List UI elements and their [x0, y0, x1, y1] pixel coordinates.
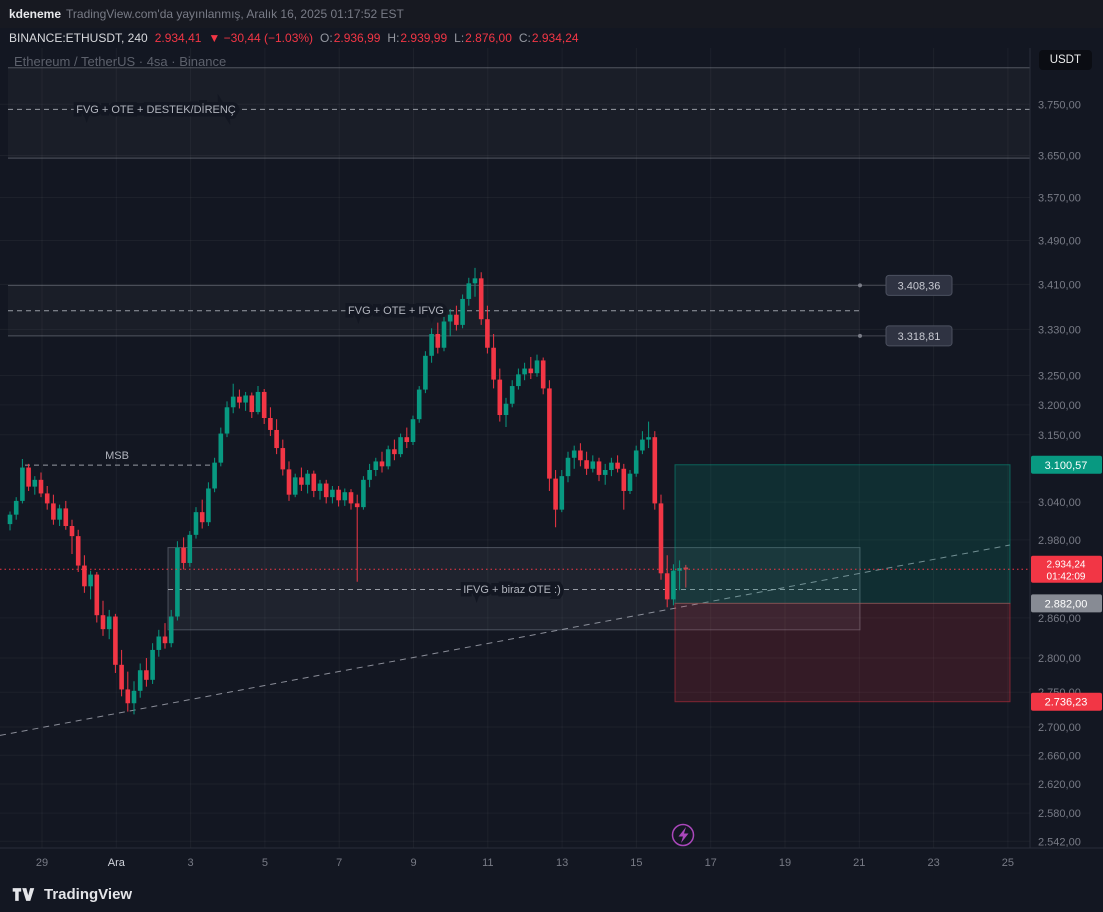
svg-text:3.100,57: 3.100,57 [1045, 460, 1088, 472]
svg-text:2.542,00: 2.542,00 [1038, 836, 1081, 848]
svg-text:15: 15 [630, 857, 642, 869]
lightning-icon[interactable] [671, 823, 695, 847]
fvg-ote-destek-direnc-zone[interactable]: FVG + OTE + DESTEK/DİRENÇ [8, 67, 1030, 159]
price-chart[interactable]: FVG + OTE + DESTEK/DİRENÇ FVG + OTE + IFV… [0, 48, 1103, 876]
svg-text:5: 5 [262, 857, 268, 869]
svg-text:23: 23 [927, 857, 939, 869]
svg-text:2.580,00: 2.580,00 [1038, 808, 1081, 820]
svg-text:7: 7 [336, 857, 342, 869]
price-change: ▼ −30,44 (−1.03%) [208, 31, 314, 45]
svg-text:3.150,00: 3.150,00 [1038, 430, 1081, 442]
long-position-tool[interactable] [674, 464, 1011, 703]
svg-text:2.800,00: 2.800,00 [1038, 653, 1081, 665]
published-bar: kdeneme TradingView.com'da yayınlanmış, … [0, 0, 1103, 28]
footer-bar: TradingView [0, 876, 1103, 912]
tradingview-wordmark[interactable]: TradingView [44, 885, 133, 903]
msb-line[interactable]: MSB [25, 450, 210, 466]
svg-text:3.650,00: 3.650,00 [1038, 151, 1081, 163]
svg-text:Ara: Ara [108, 857, 126, 869]
svg-text:3.490,00: 3.490,00 [1038, 235, 1081, 247]
svg-text:19: 19 [779, 857, 791, 869]
svg-text:3.250,00: 3.250,00 [1038, 371, 1081, 383]
svg-text:01:42:09: 01:42:09 [1047, 571, 1086, 582]
svg-text:17: 17 [705, 857, 717, 869]
svg-text:25: 25 [1002, 857, 1014, 869]
svg-text:3.330,00: 3.330,00 [1038, 324, 1081, 336]
high-value: H: 2.939,99 [387, 31, 448, 45]
last-price-value: 2.934,41 [154, 31, 202, 45]
published-text: TradingView.com'da yayınlanmış, Aralık 1… [66, 7, 404, 21]
fvg-ote-ifvg-zone[interactable]: FVG + OTE + IFVG 3.408,36 3.318,81 [8, 274, 953, 347]
svg-text:3.570,00: 3.570,00 [1038, 193, 1081, 205]
currency-toggle-button[interactable]: USDT [1038, 50, 1092, 70]
svg-text:3.750,00: 3.750,00 [1038, 99, 1081, 111]
svg-text:2.620,00: 2.620,00 [1038, 779, 1081, 791]
svg-text:3.410,00: 3.410,00 [1038, 279, 1081, 291]
svg-text:2.660,00: 2.660,00 [1038, 750, 1081, 762]
grid [0, 48, 1030, 848]
time-axis[interactable]: 29 Ara 3 5 7 9 11 13 15 17 19 21 23 25 [0, 847, 1103, 869]
chart-area: FVG + OTE + DESTEK/DİRENÇ FVG + OTE + IFV… [0, 48, 1103, 876]
svg-text:21: 21 [853, 857, 865, 869]
svg-text:11: 11 [482, 857, 493, 869]
svg-text:3.318,81: 3.318,81 [898, 331, 941, 343]
svg-text:MSB: MSB [105, 450, 129, 462]
svg-text:9: 9 [410, 857, 416, 869]
svg-text:3.200,00: 3.200,00 [1038, 400, 1081, 412]
svg-text:29: 29 [36, 857, 48, 869]
ohlc-legend: BINANCE:ETHUSDT, 240 2.934,41 ▼ −30,44 (… [0, 28, 1103, 48]
svg-text:2.700,00: 2.700,00 [1038, 722, 1081, 734]
price-axis[interactable]: 3.750,00 3.650,00 3.570,00 3.490,00 3.410,00… [1029, 48, 1081, 848]
svg-text:FVG + OTE + IFVG: FVG + OTE + IFVG [348, 305, 444, 317]
username[interactable]: kdeneme [9, 7, 62, 21]
stop-price-badge: 2.736,23 [1031, 692, 1102, 711]
low-value: L: 2.876,00 [454, 31, 512, 45]
open-value: O: 2.936,99 [320, 31, 381, 45]
svg-text:2.980,00: 2.980,00 [1038, 535, 1081, 547]
svg-text:2.882,00: 2.882,00 [1045, 598, 1088, 610]
svg-text:2.860,00: 2.860,00 [1038, 613, 1081, 625]
svg-text:FVG + OTE + DESTEK/DİRENÇ: FVG + OTE + DESTEK/DİRENÇ [76, 103, 236, 116]
candlesticks[interactable] [7, 267, 689, 715]
svg-text:3.040,00: 3.040,00 [1038, 497, 1081, 509]
symbol-interval[interactable]: BINANCE:ETHUSDT, 240 [9, 31, 148, 45]
entry-price-badge: 2.882,00 [1031, 594, 1102, 613]
close-value: C: 2.934,24 [518, 31, 579, 45]
svg-text:IFVG + biraz OTE :): IFVG + biraz OTE :) [463, 584, 561, 596]
target-price-badge: 3.100,57 [1031, 455, 1102, 474]
svg-text:2.736,23: 2.736,23 [1045, 697, 1088, 709]
svg-text:13: 13 [556, 857, 568, 869]
svg-text:3.408,36: 3.408,36 [898, 280, 941, 292]
svg-text:3: 3 [188, 857, 194, 869]
ifvg-box[interactable]: IFVG + biraz OTE :) [167, 547, 861, 631]
tradingview-logo-icon[interactable] [12, 886, 36, 903]
svg-text:2.934,24: 2.934,24 [1047, 559, 1086, 570]
